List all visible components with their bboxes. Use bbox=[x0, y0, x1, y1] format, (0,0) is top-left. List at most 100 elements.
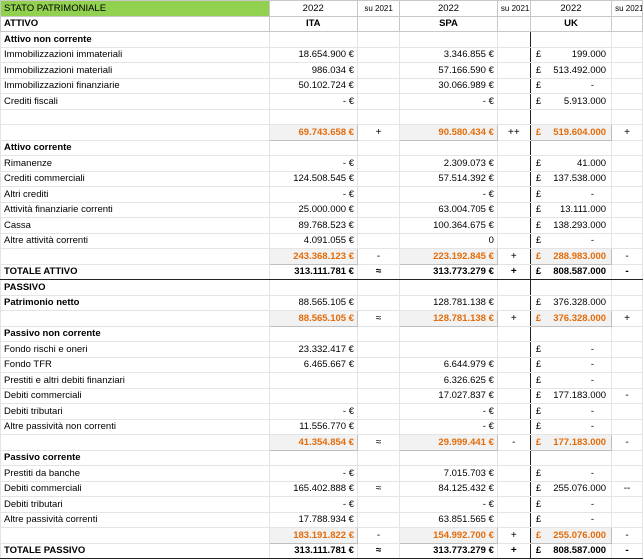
ita-trend bbox=[356, 449, 401, 466]
spa-trend bbox=[496, 77, 531, 94]
table-row: Debiti tributari - € - € £ - bbox=[0, 403, 643, 420]
uk-currency: £ bbox=[535, 188, 542, 200]
uk-currency: £ bbox=[535, 514, 542, 526]
spa-trend bbox=[496, 356, 531, 373]
ita-value bbox=[268, 387, 358, 404]
uk-trend: - bbox=[611, 542, 643, 559]
table-row: Debiti commerciali 165.402.888 € ≈84.125.4… bbox=[0, 480, 643, 497]
spa-value bbox=[399, 341, 498, 358]
ita-value: 18.654.900 € bbox=[268, 46, 358, 63]
spa-trend bbox=[496, 341, 531, 358]
table-row: Altre attività correnti 4.091.055 €0 £ - bbox=[0, 232, 643, 249]
ita-value: - € bbox=[268, 496, 358, 513]
uk-amount: - bbox=[590, 405, 595, 417]
uk-value bbox=[529, 139, 613, 156]
uk-trend bbox=[611, 279, 643, 296]
ita-trend bbox=[356, 356, 401, 373]
row-label: Cassa bbox=[0, 217, 270, 234]
ita-trend bbox=[356, 279, 401, 296]
subtotal-row: 88.565.105 € ≈128.781.138 € + £376.328.000 + bbox=[0, 310, 643, 327]
spa-trend bbox=[496, 480, 531, 497]
uk-trend bbox=[611, 31, 643, 48]
table-row: Rimanenze - € 2.309.073 € £41.000 bbox=[0, 155, 643, 172]
uk-currency: £ bbox=[535, 204, 542, 216]
uk-amount: 255.076.000 bbox=[553, 483, 607, 495]
ita-trend bbox=[356, 108, 401, 125]
row-label: Prestiti da banche bbox=[0, 465, 270, 482]
uk-trend bbox=[611, 449, 643, 466]
spa-trend bbox=[496, 186, 531, 203]
ita-trend bbox=[356, 496, 401, 513]
uk-trend bbox=[611, 356, 643, 373]
spa-value: 313.773.279 € bbox=[399, 263, 498, 280]
spa-trend bbox=[496, 139, 531, 156]
spa-value bbox=[399, 449, 498, 466]
uk-trend bbox=[611, 496, 643, 513]
subtotal-row: 243.368.123 € -223.192.845 € + £288.983.000… bbox=[0, 248, 643, 265]
ita-trend: + bbox=[356, 124, 401, 141]
uk-trend: + bbox=[611, 124, 643, 141]
header-row: STATO PATRIMONIALE 2022 su 2021 2022 su … bbox=[0, 0, 643, 17]
ita-value bbox=[268, 325, 358, 342]
uk-trend: - bbox=[611, 527, 643, 544]
spa-trend bbox=[496, 418, 531, 435]
uk-currency: £ bbox=[535, 436, 542, 448]
spa-trend bbox=[496, 325, 531, 342]
spa-trend bbox=[496, 279, 531, 296]
spa-value: 128.781.138 € bbox=[399, 294, 498, 311]
total-row: TOTALE PASSIVO 313.111.781 € ≈313.773.279 … bbox=[0, 542, 643, 559]
row-label: Debiti commerciali bbox=[0, 387, 270, 404]
spa-value: 0 bbox=[399, 232, 498, 249]
col-uk: UK bbox=[529, 15, 613, 32]
ita-value bbox=[268, 139, 358, 156]
spa-trend: + bbox=[496, 310, 531, 327]
row-label: Attività finanziarie correnti bbox=[0, 201, 270, 218]
ita-trend bbox=[356, 372, 401, 389]
row-label: Prestiti e altri debiti finanziari bbox=[0, 372, 270, 389]
ita-trend: ≈ bbox=[356, 434, 401, 451]
uk-currency: £ bbox=[535, 266, 542, 278]
table-row: Prestiti da banche - €7.015.703 € £ - bbox=[0, 465, 643, 482]
uk-currency: £ bbox=[535, 483, 542, 495]
ita-value: 183.191.822 € bbox=[268, 527, 358, 544]
row-label: Debiti tributari bbox=[0, 496, 270, 513]
ita-value: 124.508.545 € bbox=[268, 170, 358, 187]
uk-value: £519.604.000 bbox=[529, 124, 613, 141]
subtotal-row: 183.191.822 € -154.992.700 € + £255.076.000… bbox=[0, 527, 643, 544]
ita-value: - € bbox=[268, 403, 358, 420]
table-row: Patrimonio netto 88.565.105 € 128.781.138 … bbox=[0, 294, 643, 311]
ita-trend bbox=[356, 217, 401, 234]
spa-value: 3.346.855 € bbox=[399, 46, 498, 63]
table-row: Altre passività correnti 17.788.934 € 63.8… bbox=[0, 511, 643, 528]
uk-trend: - bbox=[611, 434, 643, 451]
uk-trend bbox=[611, 46, 643, 63]
row-label: Attivo corrente bbox=[0, 139, 270, 156]
spa-trend: + bbox=[496, 263, 531, 280]
uk-value: £41.000 bbox=[529, 155, 613, 172]
ita-trend bbox=[356, 403, 401, 420]
spa-value: 313.773.279 € bbox=[399, 542, 498, 559]
spa-value: 30.066.989 € bbox=[399, 77, 498, 94]
spa-value: 84.125.432 € bbox=[399, 480, 498, 497]
year-spa: 2022 bbox=[399, 0, 498, 17]
row-label: TOTALE PASSIVO bbox=[0, 542, 270, 559]
year-ita: 2022 bbox=[268, 0, 358, 17]
uk-value: £376.328.000 bbox=[529, 294, 613, 311]
uk-trend bbox=[611, 93, 643, 110]
uk-value: £513.492.000 bbox=[529, 62, 613, 79]
uk-amount: 41.000 bbox=[577, 157, 607, 169]
spa-trend: + bbox=[496, 248, 531, 265]
uk-amount: 513.492.000 bbox=[553, 64, 607, 76]
row-label: Altre passività non correnti bbox=[0, 418, 270, 435]
ita-value: - € bbox=[268, 155, 358, 172]
uk-currency: £ bbox=[535, 173, 542, 185]
spa-value: 6.326.625 € bbox=[399, 372, 498, 389]
table-row: Attività finanziarie correnti 25.000.000 … bbox=[0, 201, 643, 218]
row-label: Passivo corrente bbox=[0, 449, 270, 466]
uk-currency: £ bbox=[535, 545, 542, 557]
uk-trend bbox=[611, 511, 643, 528]
table-row: Altri crediti - € - € £ - bbox=[0, 186, 643, 203]
uk-trend bbox=[611, 201, 643, 218]
row-label: TOTALE ATTIVO bbox=[0, 263, 270, 280]
